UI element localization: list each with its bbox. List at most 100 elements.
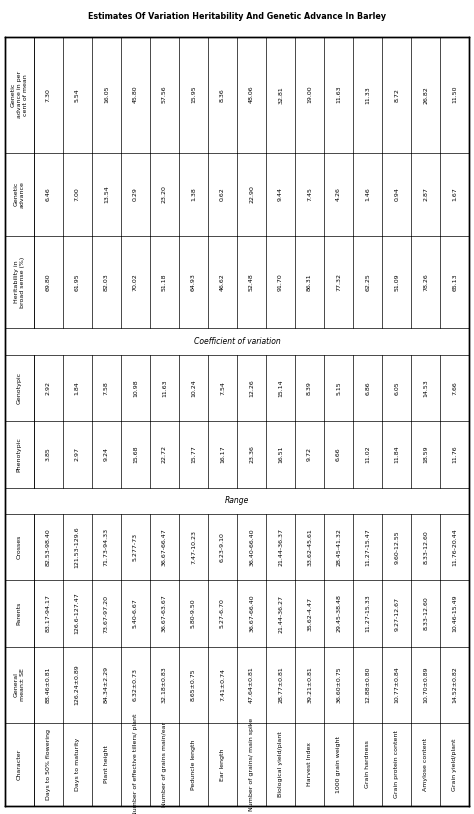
- Text: General
mean± SE: General mean± SE: [14, 668, 25, 702]
- Text: 16.05: 16.05: [104, 86, 109, 103]
- Text: 82.53-98.40: 82.53-98.40: [46, 528, 51, 566]
- Text: 21.44-36.37: 21.44-36.37: [278, 528, 283, 567]
- Text: 2.87: 2.87: [423, 187, 428, 201]
- Text: 18.59: 18.59: [423, 445, 428, 463]
- Text: 9.27-12.67: 9.27-12.67: [394, 597, 399, 631]
- Text: 1.67: 1.67: [452, 187, 457, 201]
- Text: 39.21±0.81: 39.21±0.81: [307, 667, 312, 703]
- Text: 5.80-9.50: 5.80-9.50: [191, 599, 196, 628]
- Text: 5.277-73: 5.277-73: [133, 533, 138, 562]
- Text: Grain yield/plant: Grain yield/plant: [452, 738, 457, 790]
- Text: 8.36: 8.36: [220, 88, 225, 102]
- Text: Number of grains/ main spike: Number of grains/ main spike: [249, 718, 254, 811]
- Text: 10.24: 10.24: [191, 379, 196, 397]
- Text: 73.67-97.20: 73.67-97.20: [104, 594, 109, 632]
- Text: Range: Range: [225, 497, 249, 505]
- Text: 51.18: 51.18: [162, 274, 167, 291]
- Text: 23.20: 23.20: [162, 186, 167, 203]
- Text: 9.72: 9.72: [307, 448, 312, 462]
- Text: Grain protein content: Grain protein content: [394, 730, 399, 799]
- Text: 10.98: 10.98: [133, 379, 138, 397]
- Text: 9.24: 9.24: [104, 448, 109, 462]
- Text: 28.77±0.81: 28.77±0.81: [278, 667, 283, 703]
- Text: Days to 50% flowering: Days to 50% flowering: [46, 729, 51, 800]
- Text: 126.24±0.89: 126.24±0.89: [75, 664, 80, 705]
- Text: 11.27-15.47: 11.27-15.47: [365, 528, 370, 566]
- Text: 11.76-20.44: 11.76-20.44: [452, 528, 457, 566]
- Text: 12.26: 12.26: [249, 379, 254, 397]
- Text: Character: Character: [17, 749, 22, 780]
- Text: 5.27-6.70: 5.27-6.70: [220, 598, 225, 628]
- Text: 126.6-127.47: 126.6-127.47: [75, 593, 80, 634]
- Text: 2.92: 2.92: [46, 381, 51, 395]
- Text: 15.95: 15.95: [191, 85, 196, 103]
- Text: 7.66: 7.66: [452, 381, 457, 395]
- Text: 7.30: 7.30: [46, 88, 51, 102]
- Text: 19.00: 19.00: [307, 85, 312, 103]
- Text: 2.97: 2.97: [75, 448, 80, 462]
- Text: 12.88±0.80: 12.88±0.80: [365, 667, 370, 703]
- Text: 9.60-12.55: 9.60-12.55: [394, 531, 399, 564]
- Text: 7.54: 7.54: [220, 381, 225, 395]
- Text: 83.17-94.17: 83.17-94.17: [46, 594, 51, 632]
- Text: Biological yield/plant: Biological yield/plant: [278, 732, 283, 797]
- Text: 16.51: 16.51: [278, 445, 283, 463]
- Text: 21.44-36.27: 21.44-36.27: [278, 594, 283, 632]
- Text: 33.62-45.61: 33.62-45.61: [307, 528, 312, 566]
- Text: 11.50: 11.50: [452, 86, 457, 103]
- Text: 0.62: 0.62: [220, 187, 225, 201]
- Text: Genetic
advance: Genetic advance: [14, 181, 25, 208]
- Text: Coefficient of variation: Coefficient of variation: [193, 337, 281, 346]
- Text: Number of grains main/ear: Number of grains main/ear: [162, 722, 167, 807]
- Text: Ear length: Ear length: [220, 748, 225, 781]
- Text: 36.67-66.40: 36.67-66.40: [249, 595, 254, 632]
- Text: 15.14: 15.14: [278, 379, 283, 397]
- Text: 26.82: 26.82: [423, 85, 428, 103]
- Text: 5.15: 5.15: [336, 381, 341, 395]
- Text: 14.53: 14.53: [423, 379, 428, 397]
- Text: 11.76: 11.76: [452, 445, 457, 463]
- Text: 6.86: 6.86: [365, 381, 370, 395]
- Text: 11.63: 11.63: [162, 379, 167, 397]
- Text: 0.94: 0.94: [394, 187, 399, 201]
- Text: Estimates Of Variation Heritability And Genetic Advance In Barley: Estimates Of Variation Heritability And …: [88, 12, 386, 21]
- Text: 36.67-66.47: 36.67-66.47: [162, 528, 167, 566]
- Text: 1.46: 1.46: [365, 187, 370, 201]
- Text: Number of effective tillers/ plant: Number of effective tillers/ plant: [133, 713, 138, 814]
- Text: Harvest Index: Harvest Index: [307, 742, 312, 786]
- Text: 22.72: 22.72: [162, 445, 167, 463]
- Text: 23.36: 23.36: [249, 445, 254, 463]
- Text: 11.27-15.33: 11.27-15.33: [365, 595, 370, 632]
- Text: 11.63: 11.63: [336, 85, 341, 103]
- Text: Days to maturity: Days to maturity: [75, 737, 80, 791]
- Text: 36.40-66.40: 36.40-66.40: [249, 528, 254, 566]
- Text: 32.81: 32.81: [278, 85, 283, 103]
- Text: 8.72: 8.72: [394, 88, 399, 102]
- Text: 8.39: 8.39: [307, 381, 312, 395]
- Text: Heritability in
broad sense (%): Heritability in broad sense (%): [14, 256, 25, 308]
- Text: Amylose content: Amylose content: [423, 737, 428, 791]
- Text: 6.46: 6.46: [46, 187, 51, 201]
- Text: 52.48: 52.48: [249, 274, 254, 291]
- Text: 9.44: 9.44: [278, 187, 283, 201]
- Text: 6.32±0.73: 6.32±0.73: [133, 668, 138, 702]
- Text: 84.34±2.29: 84.34±2.29: [104, 667, 109, 703]
- Text: 62.25: 62.25: [365, 274, 370, 291]
- Text: Phenotypic: Phenotypic: [17, 437, 22, 472]
- Text: 45.80: 45.80: [133, 85, 138, 103]
- Text: 6.05: 6.05: [394, 381, 399, 395]
- Text: 5.40-6.67: 5.40-6.67: [133, 598, 138, 628]
- Text: 6.66: 6.66: [336, 448, 341, 462]
- Text: 8.65±0.75: 8.65±0.75: [191, 668, 196, 701]
- Text: 10.77±0.84: 10.77±0.84: [394, 667, 399, 703]
- Text: Genotypic: Genotypic: [17, 372, 22, 405]
- Text: Genetic
advance in per
cent of mean: Genetic advance in per cent of mean: [11, 71, 27, 118]
- Text: 121.53-129.6: 121.53-129.6: [75, 527, 80, 568]
- Text: Peduncle length: Peduncle length: [191, 739, 196, 790]
- Text: 1.38: 1.38: [191, 187, 196, 201]
- Text: 35.62-4.47: 35.62-4.47: [307, 597, 312, 631]
- Text: 82.03: 82.03: [104, 274, 109, 291]
- Text: 46.62: 46.62: [220, 274, 225, 291]
- Text: 8.33-12.60: 8.33-12.60: [423, 597, 428, 630]
- Text: 29.45-38.48: 29.45-38.48: [336, 594, 341, 632]
